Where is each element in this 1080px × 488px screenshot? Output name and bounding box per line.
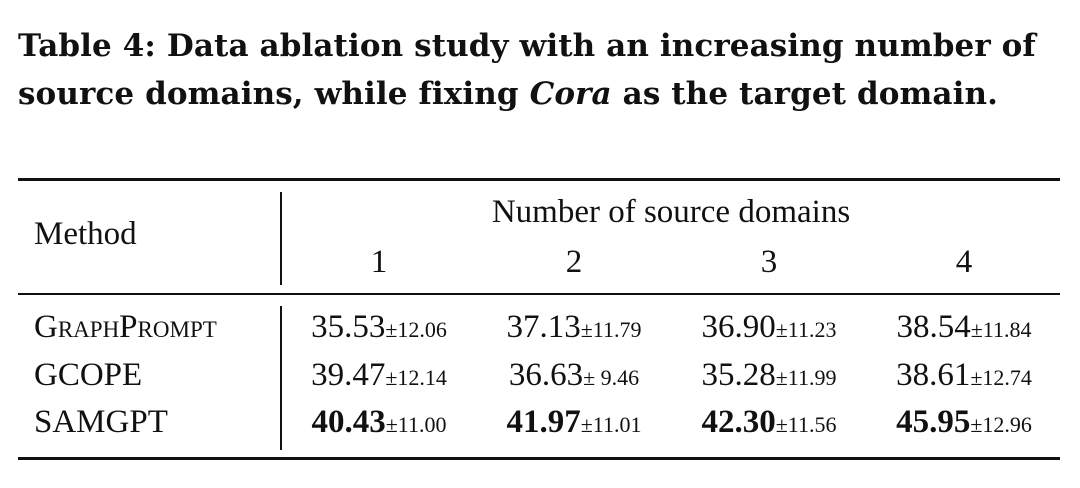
table-cell-best: 45.95±12.96 (864, 404, 1064, 441)
cell-std: ±12.06 (385, 317, 447, 342)
row-method-graphprompt: GraphPrompt (34, 309, 217, 345)
table-cell: 37.13±11.79 (474, 309, 674, 346)
cell-mean: 37.13 (506, 309, 581, 345)
table-cell-best: 42.30±11.56 (669, 404, 869, 441)
cell-mean: 38.54 (896, 309, 971, 345)
column-header-4: 4 (955, 244, 973, 280)
caption-target-domain: Cora (529, 76, 612, 112)
header-divider (280, 192, 282, 285)
body-divider (280, 306, 282, 450)
table-cell-best: 40.43±11.00 (279, 404, 479, 441)
table-caption: Table 4: Data ablation study with an inc… (18, 22, 1068, 118)
table-cell: 36.90±11.23 (669, 309, 869, 346)
cell-mean: 38.61 (896, 357, 971, 393)
cell-std: ±11.23 (775, 317, 837, 342)
cell-std: ±11.56 (775, 412, 837, 437)
cell-std: ±12.96 (970, 412, 1032, 437)
cell-mean: 40.43 (311, 404, 386, 440)
table-bottom-rule (18, 457, 1060, 460)
table-cell: 36.63± 9.46 (474, 357, 674, 394)
cell-mean: 41.97 (506, 404, 581, 440)
row-method-samgpt: SAMGPT (34, 404, 168, 440)
caption-line-1: Table 4: Data ablation study with an inc… (18, 28, 1036, 64)
table-cell: 39.47±12.14 (279, 357, 479, 394)
cell-std: ±11.01 (580, 412, 642, 437)
cell-std: ± 9.46 (583, 365, 640, 390)
caption-line-2-end: as the target domain. (611, 76, 999, 112)
cell-mean: 42.30 (701, 404, 776, 440)
cell-std: ±11.79 (580, 317, 642, 342)
column-header-2: 2 (565, 244, 583, 280)
table-cell-best: 41.97±11.01 (474, 404, 674, 441)
cell-std: ±11.00 (385, 412, 447, 437)
cell-mean: 35.28 (701, 357, 776, 393)
cell-std: ±11.84 (970, 317, 1032, 342)
caption-line-2-start: source domains, while fixing (18, 76, 530, 112)
table-cell: 35.28±11.99 (669, 357, 869, 394)
cell-mean: 36.63 (508, 357, 584, 393)
table-cell: 38.61±12.74 (864, 357, 1064, 394)
column-header-1: 1 (370, 244, 388, 280)
cell-std: ±12.14 (385, 365, 447, 390)
cell-mean: 39.47 (311, 357, 386, 393)
table-top-rule (18, 178, 1060, 181)
cell-mean: 45.95 (896, 404, 971, 440)
cell-mean: 36.90 (701, 309, 776, 345)
row-method-gcope: GCOPE (34, 357, 143, 393)
caption-line-2: source domains, while fixing Cora as the… (18, 70, 1068, 118)
cell-mean: 35.53 (311, 309, 386, 345)
cell-std: ±12.74 (970, 365, 1032, 390)
table-cell: 38.54±11.84 (864, 309, 1064, 346)
source-domains-group-header: Number of source domains (491, 194, 851, 230)
table-header-rule (18, 293, 1060, 295)
table-cell: 35.53±12.06 (279, 309, 479, 346)
method-column-header: Method (34, 216, 137, 252)
cell-std: ±11.99 (775, 365, 837, 390)
column-header-3: 3 (760, 244, 778, 280)
